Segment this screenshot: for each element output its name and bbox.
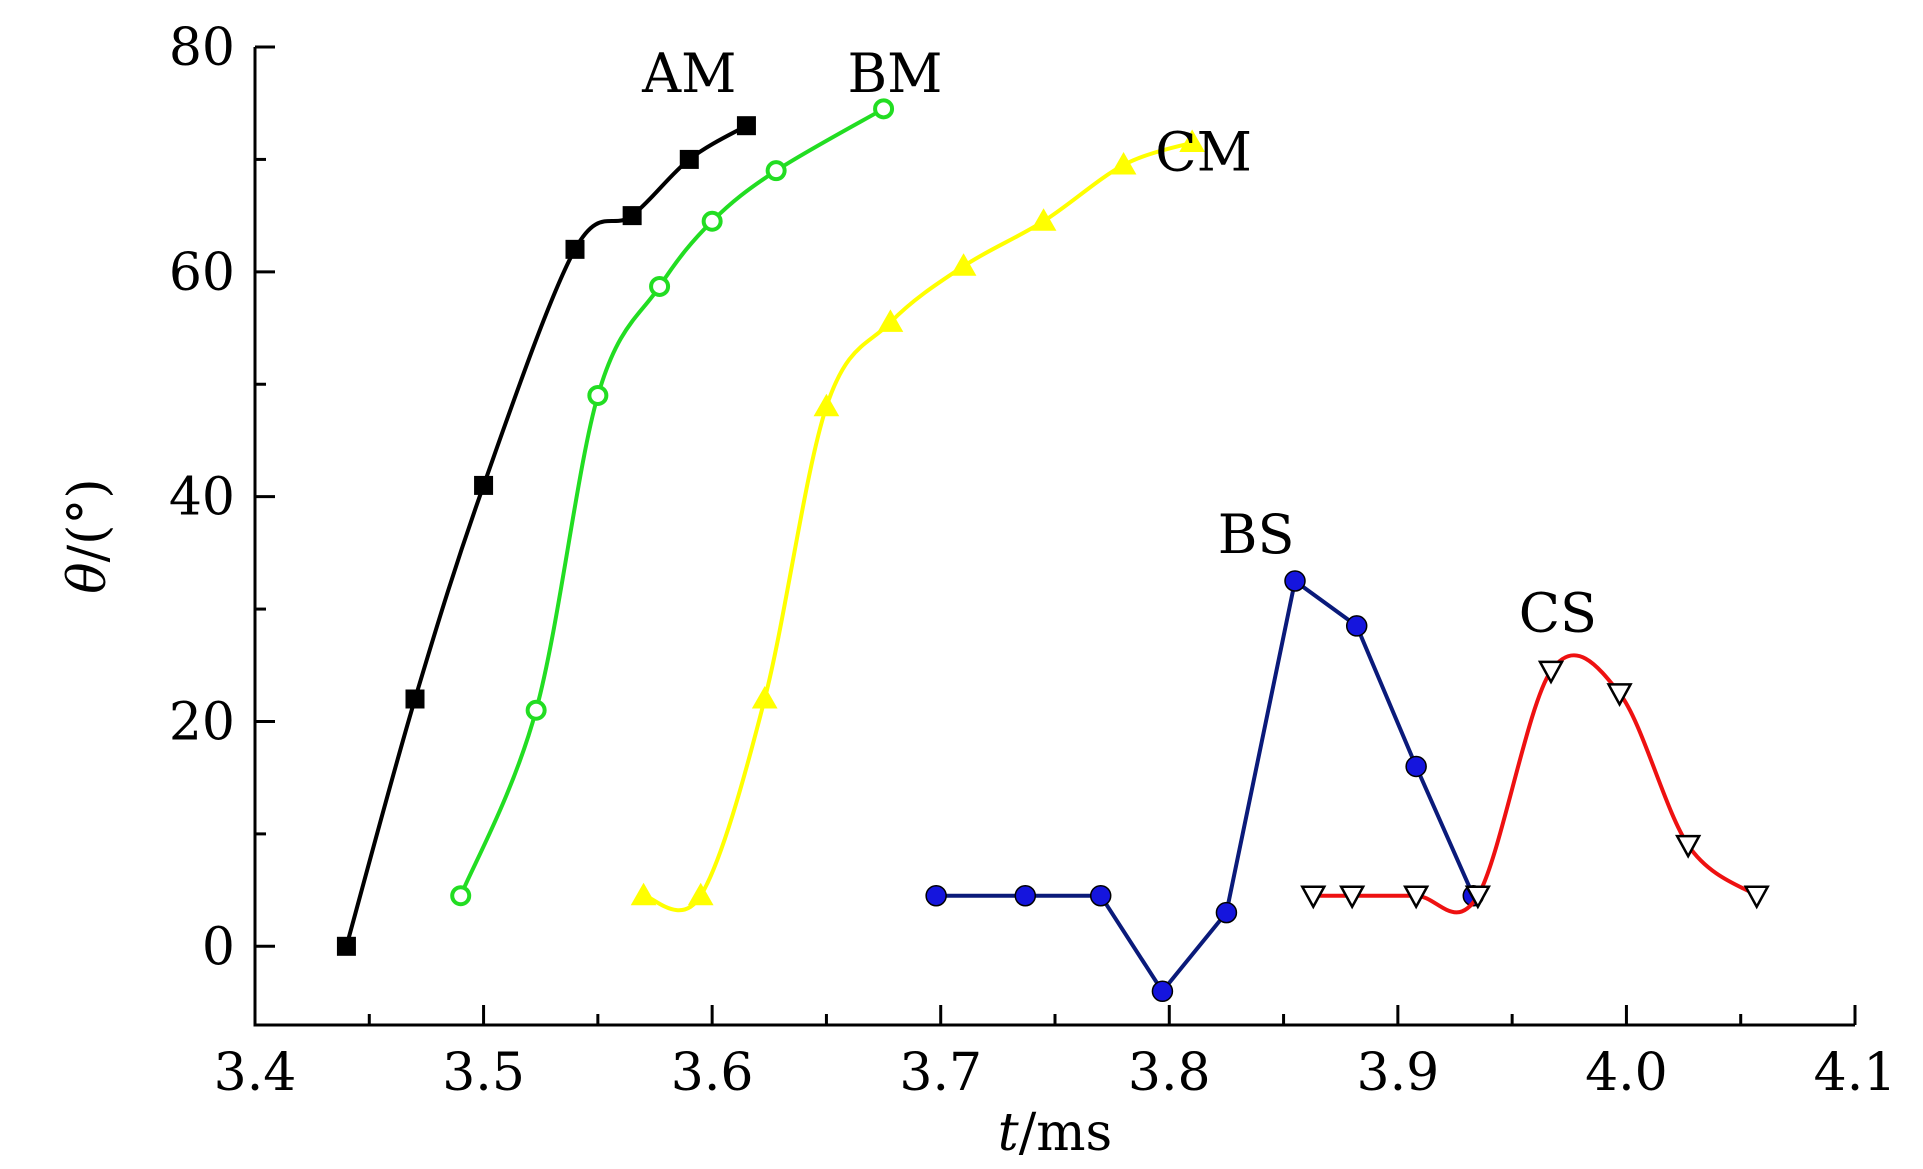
data-point-cs — [1537, 660, 1565, 685]
data-point-bs — [1405, 755, 1427, 778]
x-tick-label: 3.5 — [442, 1043, 525, 1103]
series-line-cs — [1313, 653, 1758, 915]
y-tick-label: 0 — [202, 917, 235, 977]
data-point-cm — [1110, 152, 1137, 175]
series-label-bm: BM — [848, 42, 943, 105]
series-cm — [630, 129, 1206, 913]
data-point-bs — [1151, 980, 1174, 1003]
y-axis-title-rest: /(°) — [58, 478, 118, 562]
data-point-cm — [687, 882, 714, 906]
series-labels: AM BM CM BS CS — [641, 42, 1597, 645]
data-point-cm — [950, 253, 977, 276]
y-tick-label: 80 — [169, 18, 235, 78]
series-label-cm: CM — [1155, 121, 1252, 184]
data-point-am — [336, 936, 356, 956]
data-point-bm — [525, 699, 547, 721]
data-point-cm — [813, 393, 840, 417]
x-tick-label: 4.0 — [1585, 1043, 1668, 1103]
data-point-bm — [701, 210, 723, 232]
data-point-am — [474, 475, 494, 495]
data-point-cs — [1300, 885, 1327, 910]
y-tick-label: 60 — [169, 243, 235, 303]
x-tick-label: 3.4 — [214, 1043, 297, 1103]
x-tick-label: 3.9 — [1357, 1043, 1440, 1103]
data-point-bm — [765, 160, 787, 182]
data-point-cs — [1464, 885, 1491, 910]
series-bs — [925, 570, 1485, 1003]
data-point-cs — [1339, 885, 1366, 910]
series-line-cm — [643, 140, 1193, 913]
data-point-cm — [751, 685, 778, 709]
x-axis-title-italic: t — [998, 1103, 1019, 1163]
data-point-bm — [873, 98, 895, 120]
data-point-cs — [1403, 885, 1430, 910]
x-tick-label: 3.8 — [1128, 1043, 1211, 1103]
x-tick-label: 4.1 — [1814, 1043, 1897, 1103]
x-tick-label: 3.7 — [899, 1043, 982, 1103]
data-point-am — [405, 689, 425, 709]
data-point-cm — [1030, 208, 1057, 231]
series-line-bm — [458, 107, 885, 897]
data-point-bs — [1345, 615, 1368, 637]
y-axis-title: θ/(°) — [58, 478, 118, 593]
y-tick-label: 40 — [169, 468, 235, 528]
y-tick-label: 20 — [169, 692, 235, 752]
data-point-am — [565, 239, 585, 259]
series-bm — [450, 98, 895, 907]
axes: 3.4 3.5 3.6 3.7 3.8 3.9 4.0 4.1 0 20 40 60 80 — [169, 18, 1897, 1103]
y-axis-title-italic: θ — [58, 562, 118, 593]
data-point-bm — [587, 384, 609, 406]
data-point-bm — [450, 885, 472, 907]
x-axis-title: t/ms — [998, 1103, 1112, 1163]
x-axis-title-rest: /ms — [1019, 1103, 1113, 1163]
series-line-am — [344, 123, 748, 947]
series-cs — [1300, 653, 1770, 915]
series-label-am: AM — [641, 42, 736, 105]
series-label-cs: CS — [1519, 582, 1597, 645]
data-point-cm — [630, 882, 657, 906]
data-point-bs — [1215, 901, 1238, 924]
data-point-am — [736, 116, 756, 136]
series-label-bs: BS — [1218, 503, 1295, 566]
data-point-cs — [1675, 834, 1702, 859]
data-point-bs — [925, 884, 947, 907]
data-point-bs — [1284, 570, 1306, 592]
x-tick-label: 3.6 — [671, 1043, 754, 1103]
series-line-bs — [936, 579, 1476, 994]
data-point-bs — [1089, 884, 1112, 907]
data-point-cs — [1743, 885, 1770, 910]
data-point-am — [679, 149, 699, 169]
axis-lines — [253, 47, 1855, 1027]
series-layer — [336, 98, 1770, 1003]
data-point-am — [622, 206, 642, 226]
data-point-cs — [1606, 683, 1633, 707]
data-point-cm — [1179, 129, 1206, 153]
series-am — [336, 116, 756, 956]
data-point-bm — [649, 275, 671, 297]
data-point-bs — [1014, 884, 1037, 907]
data-point-cm — [877, 309, 904, 332]
